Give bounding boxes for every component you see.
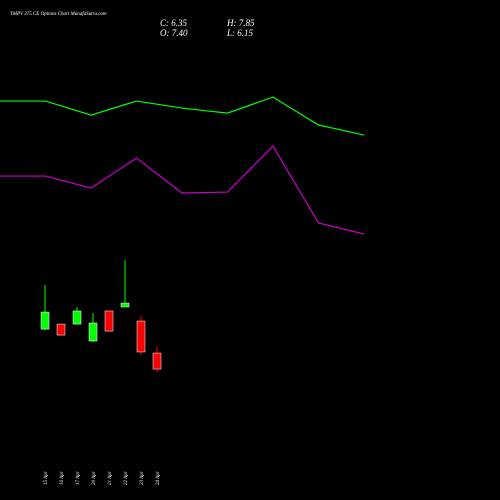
candle-body xyxy=(72,310,82,325)
x-tick-label: 20 Apr xyxy=(92,471,97,485)
x-tick-label: 16 Apr xyxy=(60,471,65,485)
x-tick-label: 17 Apr xyxy=(76,471,81,485)
indicator-line xyxy=(0,96,365,136)
x-tick-label: 22 Apr xyxy=(124,471,129,485)
indicator-line xyxy=(0,145,365,235)
readout-high: H: 7.85 xyxy=(226,18,255,28)
readout-low: L: 6.15 xyxy=(226,28,254,38)
candle-body xyxy=(88,322,98,342)
readout-close: C: 6.35 xyxy=(160,18,188,28)
x-tick-label: 23 Apr xyxy=(140,471,145,485)
readout-open: O: 7.40 xyxy=(160,28,188,38)
candle-body xyxy=(136,320,146,353)
candle-body xyxy=(104,310,114,332)
x-tick-label: 15 Apr xyxy=(44,471,49,485)
candle-body xyxy=(40,311,50,330)
candle-body xyxy=(56,323,66,336)
candle-body xyxy=(120,302,130,308)
candle-body xyxy=(152,352,162,370)
x-tick-label: 24 Apr xyxy=(156,471,161,485)
x-tick-label: 21 Apr xyxy=(108,471,113,485)
chart-title: TMPV 375 CE Options Chart MunafaSutra.co… xyxy=(10,12,107,17)
